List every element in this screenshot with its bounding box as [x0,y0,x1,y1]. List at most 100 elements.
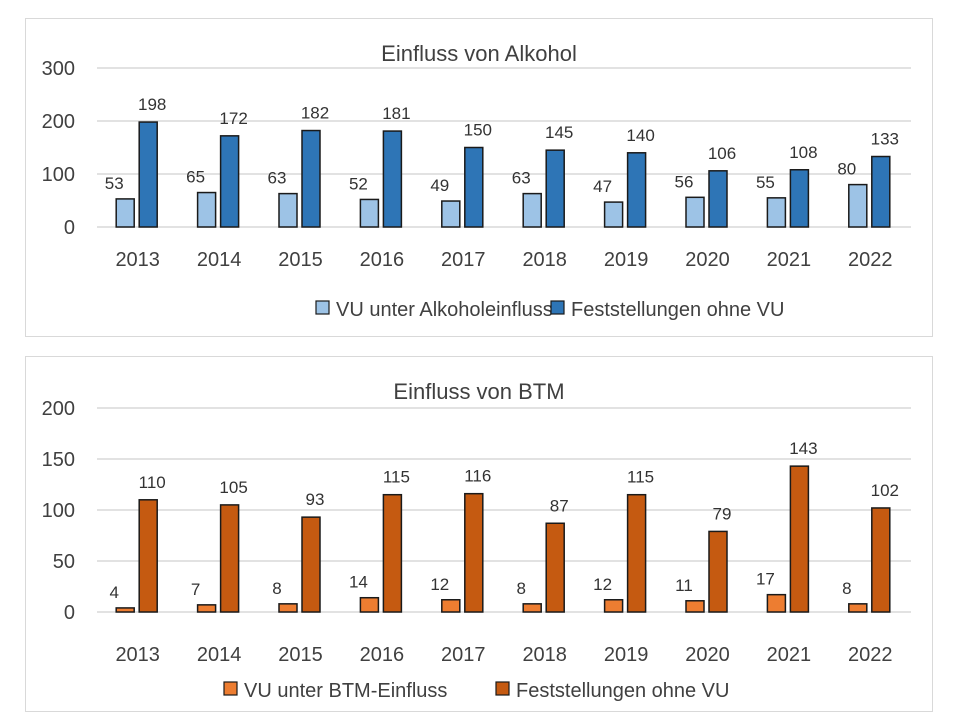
bar-dark [464,492,484,613]
bar-dark [871,155,891,228]
data-label: 56 [675,172,694,191]
x-tick-label: 2014 [197,249,242,271]
bar-light [196,604,217,613]
bar-light [196,191,217,228]
data-label: 181 [382,104,410,123]
bar-dark [708,530,728,613]
bar-dark [301,129,321,228]
legend-label: VU unter BTM-Einfluss [244,680,447,702]
data-label: 55 [756,173,775,192]
bar-dark [382,130,403,228]
data-label: 145 [545,123,573,142]
data-label: 63 [268,169,287,188]
data-label: 80 [837,160,856,179]
x-tick-label: 2016 [360,644,405,666]
data-label: 8 [272,579,281,598]
data-label: 49 [430,176,449,195]
data-label: 12 [593,575,612,594]
y-tick-label: 0 [64,217,75,239]
data-label: 63 [512,169,531,188]
bar-dark [301,516,321,613]
bar-light [359,198,380,228]
data-label: 17 [756,570,775,589]
data-label: 93 [306,490,325,509]
legend-label: Feststellungen ohne VU [571,299,784,321]
y-tick-label: 50 [53,551,75,573]
data-label: 115 [627,468,654,487]
data-label: 52 [349,174,368,193]
bar-dark [871,507,891,613]
data-label: 106 [708,144,736,163]
x-tick-label: 2022 [848,644,893,666]
bar-light [685,196,705,228]
y-tick-label: 200 [42,111,75,133]
legend-swatch [223,681,238,696]
x-tick-label: 2019 [604,644,649,666]
x-tick-label: 2018 [522,249,567,271]
chart-alkohol: Einfluss von Alkohol 0 100 200 300 2013 53 198 2… [25,18,933,337]
x-tick-label: 2021 [767,249,812,271]
bar-dark [138,499,158,613]
data-label: 140 [626,126,654,145]
bar-dark [138,121,158,228]
bar-light [115,198,135,228]
legend-label: VU unter Alkoholeinfluss [336,299,553,321]
data-label: 7 [191,580,200,599]
data-label: 102 [871,481,899,500]
data-label: 65 [186,168,205,187]
y-tick-label: 100 [42,500,75,522]
bar-dark [789,169,810,228]
x-tick-label: 2015 [278,249,323,271]
x-tick-label: 2017 [441,644,486,666]
bar-dark [708,170,728,228]
bar-dark [626,493,647,613]
x-tick-label: 2018 [522,644,567,666]
y-tick-label: 200 [42,398,75,420]
bar-dark [219,135,240,228]
data-label: 108 [789,143,817,162]
x-tick-label: 2019 [604,249,649,271]
bar-light [603,599,624,613]
y-tick-label: 0 [64,602,75,624]
x-tick-label: 2013 [115,644,160,666]
data-label: 53 [105,174,124,193]
bar-light [441,599,461,613]
bar-light [522,192,542,228]
data-label: 110 [139,473,166,492]
y-tick-label: 150 [42,449,75,471]
data-label: 105 [219,478,247,497]
bar-dark [382,493,403,613]
bar-dark [219,504,240,613]
bar-dark [464,146,484,228]
x-tick-label: 2020 [685,644,730,666]
bar-light [603,201,624,228]
legend-swatch [315,300,330,315]
bar-light [766,593,787,613]
x-tick-label: 2017 [441,249,486,271]
y-tick-label: 300 [42,58,75,80]
data-label: 150 [464,121,492,140]
x-tick-label: 2022 [848,249,893,271]
data-label: 47 [593,177,612,196]
bar-dark [789,465,810,613]
chart-btm: Einfluss von BTM 0 50 100 150 200 2013 4 110 2014… [25,356,933,712]
data-label: 133 [871,130,899,149]
data-label: 87 [550,496,569,515]
data-label: 4 [109,583,118,602]
bar-light [441,200,461,228]
data-label: 79 [713,504,732,523]
bar-light [848,603,868,613]
bar-dark [545,522,565,613]
chart-btm-svg: Einfluss von BTM 0 50 100 150 200 2013 4 110 2014… [42,379,911,702]
bar-light [766,197,787,228]
x-tick-label: 2013 [115,249,160,271]
x-tick-label: 2020 [685,249,730,271]
bar-light [685,600,705,613]
bar-light [848,183,868,228]
chart-title: Einfluss von Alkohol [381,41,577,66]
data-label: 11 [675,576,693,595]
data-label: 14 [349,573,368,592]
data-label: 12 [430,575,449,594]
bar-light [522,603,542,613]
legend-swatch [550,300,565,315]
